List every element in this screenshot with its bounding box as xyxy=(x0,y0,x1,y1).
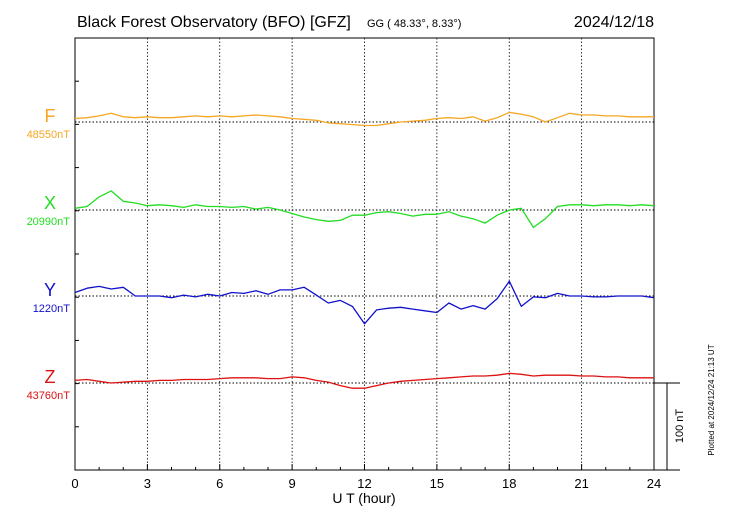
x-tick-label: 9 xyxy=(289,476,296,491)
series-trace-z xyxy=(74,372,654,389)
x-tick-label: 21 xyxy=(574,476,588,491)
date-label: 2024/12/18 xyxy=(574,14,654,31)
x-axis-label: U T (hour) xyxy=(332,490,395,506)
x-tick-label: 0 xyxy=(71,476,78,491)
x-tick-label: 15 xyxy=(430,476,444,491)
series-baseline-f: 48550nT xyxy=(27,129,71,141)
series-labels: F 48550nT X 20990nT Y 1220nT Z 43760nT xyxy=(27,106,71,402)
series-name-x: X xyxy=(44,193,56,213)
series-baseline-z: 43760nT xyxy=(27,390,71,402)
chart-title: Black Forest Observatory (BFO) [GFZ] xyxy=(77,14,351,31)
plotted-at-note: Plotted at 2024/12/24 21:13 UT xyxy=(707,344,716,455)
x-tick-label: 12 xyxy=(357,476,371,491)
series-name-z: Z xyxy=(45,367,56,387)
series-baseline-x: 20990nT xyxy=(27,216,71,228)
x-tick-label: 18 xyxy=(502,476,516,491)
x-tick-label: 3 xyxy=(144,476,151,491)
x-axis: 0 3 6 9 12 15 18 21 24 xyxy=(71,464,661,491)
series-trace-y xyxy=(74,280,655,325)
x-tick-label: 6 xyxy=(216,476,223,491)
series-trace-f xyxy=(74,111,654,127)
series-name-f: F xyxy=(45,106,56,126)
coordinates-label: GG ( 48.33°, 8.33°) xyxy=(367,18,461,30)
series-trace-x xyxy=(74,190,655,229)
series-name-y: Y xyxy=(44,280,56,300)
series-baseline-y: 1220nT xyxy=(33,303,71,315)
scale-bar-label: 100 nT xyxy=(674,409,686,444)
traces xyxy=(74,111,655,389)
scale-bar xyxy=(654,382,680,471)
x-tick-label: 24 xyxy=(647,476,661,491)
